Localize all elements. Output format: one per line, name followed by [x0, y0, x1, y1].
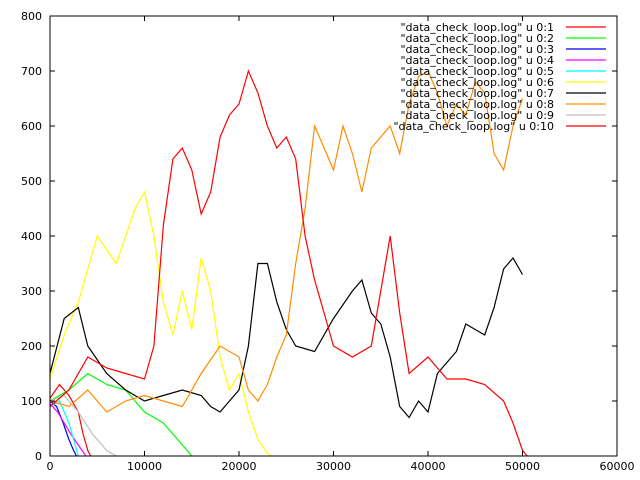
legend-label-4: "data_check_loop.log" u 0:4	[400, 54, 554, 67]
legend-label-5: "data_check_loop.log" u 0:5	[400, 65, 554, 78]
x-tick-label: 40000	[411, 460, 446, 473]
legend-label-7: "data_check_loop.log" u 0:7	[400, 87, 554, 100]
y-tick-label: 700	[21, 65, 42, 78]
series-line-4	[49, 403, 87, 457]
y-tick-label: 200	[21, 340, 42, 353]
series-line-2	[49, 372, 193, 457]
x-tick-label: 50000	[505, 460, 540, 473]
series-line-8	[49, 70, 524, 413]
legend-label-9: "data_check_loop.log" u 0:9	[400, 109, 554, 122]
y-tick-label: 300	[21, 285, 42, 298]
x-tick-label: 0	[47, 460, 54, 473]
y-tick-label: 400	[21, 230, 42, 243]
y-tick-label: 100	[21, 395, 42, 408]
legend-label-3: "data_check_loop.log" u 0:3	[400, 43, 554, 56]
legend-label-6: "data_check_loop.log" u 0:6	[400, 76, 554, 89]
x-tick-label: 60000	[600, 460, 635, 473]
x-tick-label: 10000	[127, 460, 162, 473]
legend-label-2: "data_check_loop.log" u 0:2	[400, 32, 554, 45]
x-tick-label: 20000	[222, 460, 257, 473]
y-tick-label: 800	[21, 10, 42, 23]
y-tick-label: 600	[21, 120, 42, 133]
series-layer	[49, 69, 528, 457]
ticks-layer: 0 10000 20000 30000 40000 50000 60000 0 100 200 30…	[21, 10, 635, 473]
series-line-6	[49, 190, 273, 457]
legend-label-10: "data_check_loop.log" u 0:10	[393, 120, 554, 133]
series-line-10	[49, 69, 528, 457]
legend-label-8: "data_check_loop.log" u 0:8	[400, 98, 554, 111]
legend: "data_check_loop.log" u 0:1"data_check_l…	[393, 21, 606, 133]
x-tick-label: 30000	[316, 460, 351, 473]
y-tick-label: 500	[21, 175, 42, 188]
y-tick-label: 0	[35, 450, 42, 463]
legend-label-1: "data_check_loop.log" u 0:1	[400, 21, 554, 34]
series-line-3	[49, 400, 78, 457]
